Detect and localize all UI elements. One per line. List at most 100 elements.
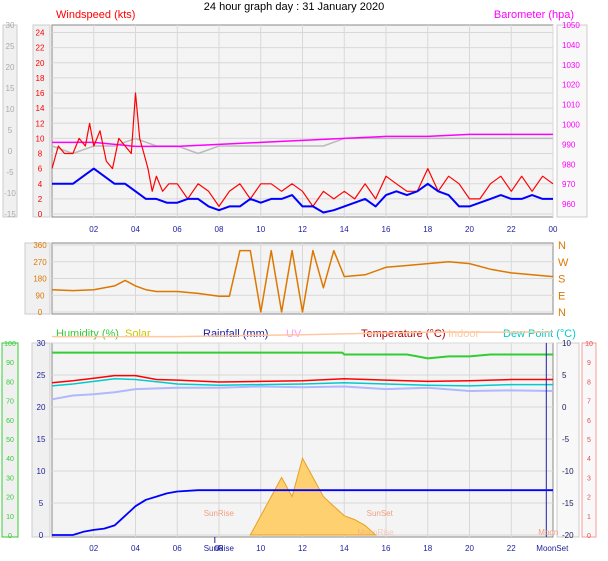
- humidity-tick-label: 30: [6, 475, 14, 482]
- dewpoint-line: [51, 378, 553, 387]
- rain-tick-label: 0: [39, 531, 44, 540]
- rain-tick-label: 20: [37, 403, 46, 412]
- baro-tick-label: 1020: [562, 81, 580, 90]
- rainfall-line: [52, 489, 553, 536]
- wind-x-tick-label: 10: [256, 225, 265, 234]
- temp-tick-label: -5: [562, 435, 570, 444]
- wind-tick-label: 8: [38, 150, 43, 159]
- compass-label: N: [558, 307, 566, 319]
- climate-legend-label: Indoor: [448, 328, 480, 340]
- baro-tick-label: 990: [562, 140, 576, 149]
- direction-tick-label: 90: [36, 291, 45, 300]
- barometer-line: [52, 133, 553, 148]
- humidity-tick-label: 60: [6, 418, 14, 425]
- solar-tick-label: 2: [587, 495, 591, 502]
- outer-tick-label: 10: [6, 105, 15, 114]
- indoor-line: [52, 331, 553, 338]
- wind-tick-label: 16: [36, 89, 45, 98]
- humidity-tick-label: 50: [6, 437, 14, 444]
- outer-tick-label: -5: [6, 168, 14, 177]
- humidity-tick-label: 20: [6, 495, 14, 502]
- humidity-tick-label: 80: [6, 379, 14, 386]
- outer-tick-label: 0: [8, 147, 13, 156]
- compass-label: W: [558, 257, 569, 269]
- baro-tick-label: 980: [562, 160, 576, 169]
- baro-scale-bar: [556, 24, 588, 218]
- solar-tick-label: 10: [585, 341, 593, 348]
- wind-tick-label: 0: [38, 210, 43, 219]
- solar-area: [249, 456, 377, 536]
- temp-tick-label: -15: [562, 499, 574, 508]
- humidity-scale-bar: [1, 342, 19, 538]
- climate-x-tick-label: 14: [340, 544, 349, 553]
- climate-x-tick-label: 20: [465, 544, 474, 553]
- climate-x-tick-label: 18: [423, 544, 432, 553]
- compass-label: N: [558, 240, 566, 252]
- direction-tick-label: 0: [38, 308, 43, 317]
- wind-x-tick-label: 18: [423, 225, 432, 234]
- humidity-tick-label: 10: [6, 514, 14, 521]
- baro-tick-label: 1040: [562, 41, 580, 50]
- sunset-label: SunSet: [367, 509, 394, 518]
- outer-tick-label: 15: [6, 84, 15, 93]
- outer-tick-label: -15: [4, 210, 16, 219]
- solar-tick-label: 8: [587, 379, 591, 386]
- wind-x-tick-label: 20: [465, 225, 474, 234]
- wind-x-tick-label: 22: [507, 225, 516, 234]
- baro-tick-label: 1050: [562, 21, 580, 30]
- outer-tick-label: -10: [4, 189, 16, 198]
- wind-x-tick-label: 02: [89, 225, 98, 234]
- humidity-tick-label: 90: [6, 360, 14, 367]
- wind-tick-label: 18: [36, 74, 45, 83]
- temp-tick-label: -10: [562, 467, 574, 476]
- temp-tick-label: 0: [562, 403, 567, 412]
- feels-like-line: [51, 385, 554, 401]
- compass-label: E: [558, 290, 565, 302]
- moon-label: Moon: [538, 528, 558, 537]
- rain-tick-label: 5: [39, 499, 44, 508]
- solar-tick-label: 1: [587, 514, 591, 521]
- direction-tick-label: 270: [33, 258, 47, 267]
- rain-tick-label: 10: [37, 467, 46, 476]
- wind-tick-label: 24: [36, 29, 45, 38]
- baro-tick-label: 1030: [562, 61, 580, 70]
- wind-baro-panel: 024681012141618202224-15-10-505101520253…: [2, 9, 588, 234]
- direction-tick-label: 360: [33, 241, 47, 250]
- baro-tick-label: 970: [562, 180, 576, 189]
- solar-tick-label: 0: [587, 533, 591, 540]
- moonset-axis-label: MoonSet: [536, 544, 569, 553]
- rain-tick-label: 30: [37, 339, 46, 348]
- wind-direction-line: [51, 249, 554, 313]
- baro-tick-label: 1000: [562, 120, 580, 129]
- sunrise-axis-label: SunRise: [204, 544, 235, 553]
- humidity-line: [52, 351, 553, 360]
- climate-legend-label: Dew Point (°C): [503, 328, 576, 340]
- wind-tick-label: 2: [38, 195, 43, 204]
- solar-tick-label: 4: [587, 456, 591, 463]
- humidity-tick-label: 100: [4, 341, 16, 348]
- wind-tick-label: 14: [36, 104, 45, 113]
- wind-tick-label: 10: [36, 134, 45, 143]
- rain-tick-label: 25: [37, 371, 46, 380]
- climate-panel: 0102030405060708090100051015202530-20-15…: [1, 328, 597, 553]
- solar-tick-label: 9: [587, 360, 591, 367]
- climate-legend-label: Rainfall (mm): [203, 328, 268, 340]
- wind-scale-bar: [32, 24, 51, 218]
- wind-tick-label: 20: [36, 59, 45, 68]
- climate-legend-label: Humidity (%): [56, 328, 119, 340]
- temp-tick-label: 5: [562, 371, 567, 380]
- climate-x-tick-label: 16: [382, 544, 391, 553]
- sunrise-label: SunRise: [204, 509, 235, 518]
- wind-x-tick-label: 04: [131, 225, 140, 234]
- wind-tick-label: 12: [36, 119, 45, 128]
- baro-axis-label: Barometer (hpa): [494, 9, 574, 21]
- climate-x-tick-label: 04: [131, 544, 140, 553]
- climate-x-tick-label: 22: [507, 544, 516, 553]
- direction-tick-label: 180: [33, 275, 47, 284]
- rain-tick-label: 15: [37, 435, 46, 444]
- baro-tick-label: 960: [562, 200, 576, 209]
- wind-x-tick-label: 14: [340, 225, 349, 234]
- climate-legend-label: UV: [286, 328, 302, 340]
- humidity-tick-label: 40: [6, 456, 14, 463]
